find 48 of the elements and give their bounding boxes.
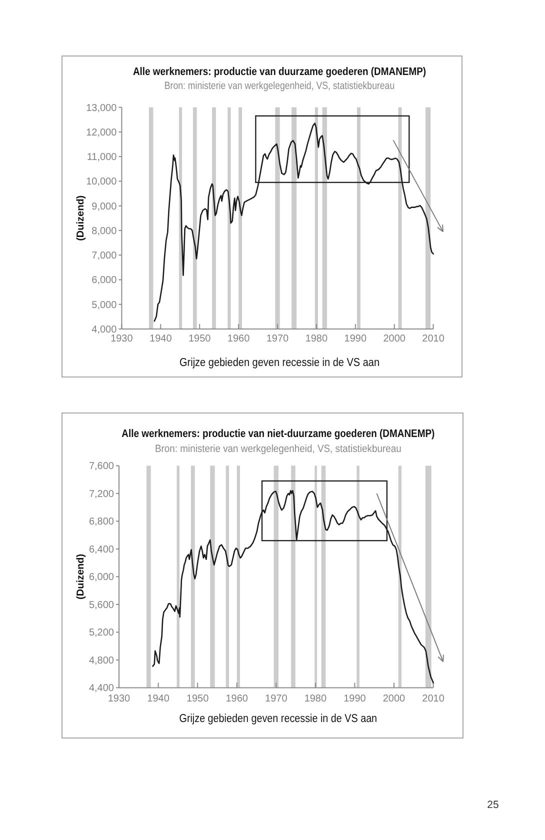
y-tick-label: 11,000 xyxy=(86,152,118,164)
y-tick-label: 12,000 xyxy=(86,127,118,138)
x-tick-label: 1940 xyxy=(150,334,172,344)
x-tick-label: 2000 xyxy=(383,334,406,344)
x-tick-label: 1930 xyxy=(110,334,134,344)
y-tick-label: 6,000 xyxy=(92,275,118,286)
x-tick-label: 2010 xyxy=(422,694,445,704)
chart-subtitle: Bron: ministerie van werkgelegenheid, VS, statistiekbureau xyxy=(154,444,402,456)
y-tick-label: 5,000 xyxy=(92,300,118,311)
y-tick-label: 5,600 xyxy=(88,600,114,611)
x-tick-label: 1980 xyxy=(305,334,328,344)
y-tick-label: 6,800 xyxy=(88,516,114,528)
y-tick-label: 7,000 xyxy=(92,250,118,262)
x-tick-label: 1970 xyxy=(266,334,290,344)
line-series xyxy=(152,490,434,684)
x-tick-label: 1960 xyxy=(226,694,248,704)
x-tick-label: 1980 xyxy=(304,694,327,704)
x-tick-label: 1990 xyxy=(344,694,366,704)
y-tick-label: 6,400 xyxy=(88,544,114,556)
y-tick-label: 4,800 xyxy=(88,655,114,666)
x-tick-label: 2010 xyxy=(422,334,445,344)
y-tick-label: 13,000 xyxy=(86,102,118,114)
y-tick-label: 8,000 xyxy=(92,226,118,237)
y-axis-title: (Duizend) xyxy=(76,554,86,600)
x-tick-label: 1950 xyxy=(188,334,212,344)
chart-title: Alle werknemers: productie van niet-duurzame goederen (DMANEMP) xyxy=(122,428,435,440)
x-tick-label: 1990 xyxy=(344,334,367,344)
y-tick-label: 4,400 xyxy=(88,683,114,694)
y-tick-label: 9,000 xyxy=(92,201,118,212)
text: 25 xyxy=(487,799,499,811)
chart-subtitle: Bron: ministerie van werkgelegenheid, VS, statistiekbureau xyxy=(164,80,395,92)
y-axis-title: (Duizend) xyxy=(76,195,86,241)
x-tick-label: 1940 xyxy=(147,694,170,704)
x-axis-title: Grijze gebieden geven recessie in de VS aan xyxy=(179,712,378,726)
y-tick-label: 6,000 xyxy=(88,572,114,584)
y-tick-label: 7,600 xyxy=(88,461,114,472)
line-series xyxy=(154,122,434,322)
x-axis-title: Grijze gebieden geven recessie in de VS aan xyxy=(180,356,380,370)
x-tick-label: 1970 xyxy=(265,694,288,704)
y-tick-label: 4,000 xyxy=(92,324,118,336)
x-tick-label: 1930 xyxy=(108,694,131,704)
y-tick-label: 7,200 xyxy=(88,488,114,500)
chart-title: Alle werknemers: productie van duurzame goederen (DMANEMP) xyxy=(132,66,426,78)
y-tick-label: 5,200 xyxy=(88,628,114,639)
x-tick-label: 2000 xyxy=(382,694,406,704)
x-tick-label: 1950 xyxy=(186,694,210,704)
y-tick-label: 10,000 xyxy=(86,176,118,188)
x-tick-label: 1960 xyxy=(227,334,250,344)
